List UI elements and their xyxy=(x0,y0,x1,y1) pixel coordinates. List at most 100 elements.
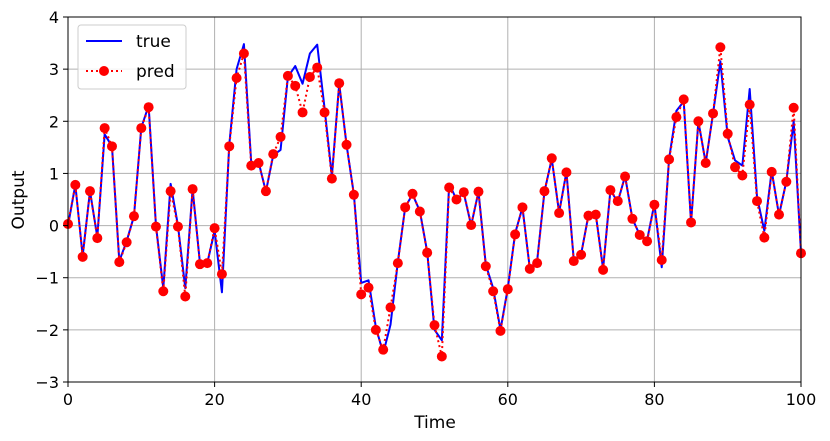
series-pred-point xyxy=(114,257,125,268)
series-pred-point xyxy=(128,211,139,222)
series-pred-point xyxy=(458,187,469,198)
series-pred-point xyxy=(84,186,95,197)
series-pred-point xyxy=(576,249,587,260)
series-pred-point xyxy=(363,282,374,293)
series-pred-point xyxy=(392,258,403,269)
series-pred-point xyxy=(275,131,286,142)
series-pred-point xyxy=(136,123,147,134)
series-pred-point xyxy=(312,62,323,73)
series-pred-point xyxy=(649,199,660,210)
series-pred-point xyxy=(143,102,154,113)
series-pred-point xyxy=(414,206,425,217)
series-pred-point xyxy=(473,186,484,197)
series-pred-point xyxy=(334,78,345,89)
series-pred-point xyxy=(436,351,447,362)
series-pred-point xyxy=(759,232,770,243)
series-pred-point xyxy=(407,188,418,199)
series-pred-point xyxy=(598,264,609,275)
x-tick-label: 20 xyxy=(204,390,224,409)
legend-pred-label: pred xyxy=(136,62,175,82)
series-pred-point xyxy=(480,261,491,272)
series-pred-point xyxy=(253,158,264,168)
series-pred-point xyxy=(605,185,616,196)
series-pred-point xyxy=(238,48,249,59)
x-tick-label: 100 xyxy=(786,390,817,409)
series-pred-point xyxy=(554,208,565,219)
series-pred-point xyxy=(282,70,293,81)
series-pred-point xyxy=(304,71,315,82)
series-pred-point xyxy=(194,259,205,270)
series-pred-point xyxy=(385,302,396,313)
series-pred-point xyxy=(429,320,440,331)
series-pred-point xyxy=(546,153,557,164)
series-pred-point xyxy=(290,80,301,91)
series-pred-point xyxy=(400,202,411,213)
series-pred-point xyxy=(539,186,550,197)
x-tick-label: 80 xyxy=(644,390,664,409)
series-pred-point xyxy=(99,123,110,134)
series-pred-point xyxy=(187,184,198,195)
y-tick-label: 2 xyxy=(49,112,59,131)
series-pred-point xyxy=(502,284,513,295)
series-pred-point xyxy=(422,247,433,258)
series-pred-point xyxy=(209,223,220,234)
x-tick-label: 60 xyxy=(498,390,518,409)
series-pred-point xyxy=(737,170,748,181)
series-pred-line xyxy=(67,47,802,357)
series-pred-point xyxy=(700,158,711,168)
series-pred-point xyxy=(106,141,117,152)
series-pred-point xyxy=(231,73,242,84)
series-pred-point xyxy=(70,179,81,190)
series-pred-point xyxy=(348,189,359,200)
series-pred-point xyxy=(378,344,389,355)
y-tick-label: −2 xyxy=(35,321,59,340)
y-tick-label: 1 xyxy=(49,164,59,183)
y-tick-label: −1 xyxy=(35,269,59,288)
series-pred-point xyxy=(678,94,689,105)
x-tick-label: 0 xyxy=(63,390,73,409)
series-pred-point xyxy=(634,229,645,240)
series-pred-point xyxy=(730,162,741,173)
y-tick-label: 3 xyxy=(49,60,59,79)
x-tick-label: 40 xyxy=(351,390,371,409)
series-pred-point xyxy=(260,186,271,197)
series-pred-point xyxy=(158,286,169,297)
ticks: 0 20 40 60 80 100 −3 −2 −1 0 1 2 3 4 xyxy=(35,8,816,409)
series-pred-point xyxy=(370,324,381,335)
series-pred-point xyxy=(495,325,506,336)
series-pred-point xyxy=(92,233,103,244)
series-pred-point xyxy=(686,217,697,228)
series-pred-point xyxy=(524,263,535,274)
series-true-line xyxy=(67,43,802,355)
series-pred-point xyxy=(444,182,455,193)
series-pred-point xyxy=(620,171,631,182)
series-pred-point xyxy=(150,221,161,232)
series-layer xyxy=(63,42,806,362)
plot-frame xyxy=(67,16,802,383)
y-axis-label: Output xyxy=(9,170,29,229)
legend-true-label: true xyxy=(136,32,171,52)
series-pred-point xyxy=(708,108,719,119)
y-tick-label: −3 xyxy=(35,373,59,392)
series-pred-point xyxy=(788,102,799,113)
series-pred-point xyxy=(781,176,792,187)
series-pred-point xyxy=(715,42,726,53)
y-tick-label: 0 xyxy=(49,217,59,236)
series-pred-point xyxy=(656,254,667,265)
series-pred-point xyxy=(517,202,528,213)
series-pred-point xyxy=(121,237,132,248)
series-pred-point xyxy=(568,256,579,267)
series-pred-point xyxy=(180,291,191,302)
series-pred-point xyxy=(216,269,227,280)
x-axis-label: Time xyxy=(413,413,456,433)
series-pred-point xyxy=(693,116,704,127)
series-pred-point xyxy=(326,173,337,184)
series-pred-point xyxy=(297,107,308,118)
series-pred-point xyxy=(224,141,235,152)
series-pred-point xyxy=(627,213,638,224)
series-pred-point xyxy=(268,149,279,160)
series-pred-point xyxy=(202,258,213,269)
series-pred-point xyxy=(561,167,572,178)
series-pred-point xyxy=(722,128,733,139)
